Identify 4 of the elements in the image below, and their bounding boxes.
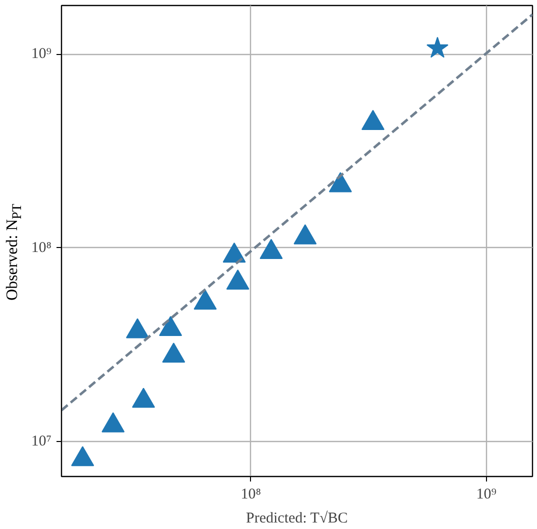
y-tick-label: 10⁸ bbox=[31, 240, 52, 256]
y-tick-label: 10⁹ bbox=[31, 46, 52, 62]
x-axis-title: Predicted: T√BC bbox=[246, 510, 348, 526]
y-tick-label: 10⁷ bbox=[31, 434, 52, 450]
